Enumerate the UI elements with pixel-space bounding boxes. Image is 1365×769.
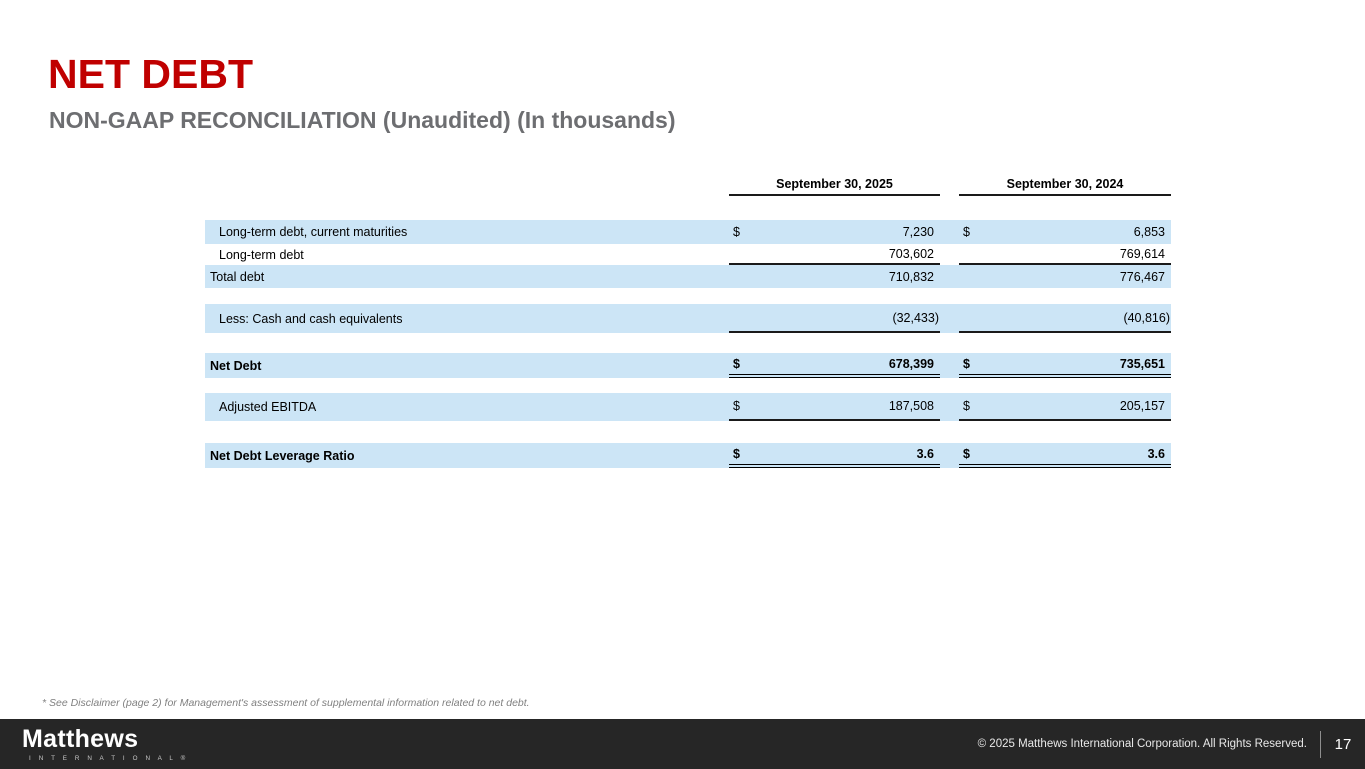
row-label: Long-term debt	[219, 247, 304, 262]
value-cell-2025: (32,433)	[729, 304, 940, 333]
matthews-logo: Matthews I N T E R N A T I O N A L ®	[22, 724, 189, 762]
value-2024: (40,816)	[1123, 310, 1170, 325]
value-2025: 7,230	[902, 225, 934, 239]
row-label: Net Debt	[210, 358, 262, 373]
value-cell-2025: $ 7,230	[729, 220, 940, 244]
value-cell-2025: 703,602	[729, 244, 940, 265]
value-2025: 187,508	[888, 399, 934, 413]
value-2024: 735,651	[1119, 356, 1165, 371]
logo-wordmark: Matthews	[22, 724, 139, 753]
row-label: Total debt	[210, 269, 265, 284]
row-spacer	[205, 288, 1171, 304]
value-2025: 710,832	[888, 269, 934, 284]
disclaimer-footnote: * See Disclaimer (page 2) for Management…	[42, 697, 530, 709]
value-cell-2025: $ 678,399	[729, 353, 940, 378]
table-row-total-debt: Total debt 710,832 776,467	[205, 265, 1171, 288]
value-2025: 703,602	[888, 246, 934, 261]
currency-symbol: $	[733, 399, 740, 413]
column-gap	[940, 244, 959, 265]
row-spacer	[205, 333, 1171, 353]
page-subtitle: NON-GAAP RECONCILIATION (Unaudited) (In …	[49, 107, 676, 133]
copyright-text: © 2025 Matthews International Corporatio…	[977, 738, 1307, 750]
value-2024: 776,467	[1119, 269, 1165, 284]
value-2025: 3.6	[916, 446, 934, 461]
value-2024: 6,853	[1133, 225, 1165, 239]
row-label: Less: Cash and cash equivalents	[219, 311, 403, 326]
column-header-2024: September 30, 2024	[959, 177, 1171, 196]
column-gap	[940, 265, 959, 288]
currency-symbol: $	[963, 225, 970, 239]
value-cell-2024: 769,614	[959, 244, 1171, 265]
table-body: Long-term debt, current maturities $ 7,2…	[205, 220, 1171, 468]
row-label: Net Debt Leverage Ratio	[210, 448, 355, 463]
currency-symbol: $	[963, 446, 970, 461]
row-label: Long-term debt, current maturities	[219, 225, 408, 239]
column-gap	[940, 353, 959, 378]
currency-symbol: $	[733, 446, 740, 461]
value-cell-2025: $ 187,508	[729, 393, 940, 421]
currency-symbol: $	[733, 225, 740, 239]
net-debt-table: September 30, 2025 September 30, 2024 Lo…	[205, 177, 1171, 468]
value-cell-2024: 776,467	[959, 265, 1171, 288]
column-gap	[940, 178, 959, 196]
header-label-spacer	[205, 178, 729, 196]
column-gap	[940, 220, 959, 244]
column-gap	[940, 304, 959, 333]
value-cell-2024: $ 6,853	[959, 220, 1171, 244]
page-number: 17	[1334, 735, 1352, 753]
currency-symbol: $	[963, 356, 970, 371]
value-cell-2024: (40,816)	[959, 304, 1171, 333]
value-2025: 678,399	[888, 356, 934, 371]
value-2024: 205,157	[1119, 399, 1165, 413]
footer-bar: Matthews I N T E R N A T I O N A L ® © 2…	[0, 719, 1365, 769]
value-cell-2024: $ 205,157	[959, 393, 1171, 421]
row-spacer	[205, 421, 1171, 443]
value-cell-2024: $ 3.6	[959, 443, 1171, 468]
table-header-row: September 30, 2025 September 30, 2024	[205, 177, 1171, 196]
table-row-long-term-debt-current: Long-term debt, current maturities $ 7,2…	[205, 220, 1171, 244]
currency-symbol: $	[963, 399, 970, 413]
table-row-less-cash: Less: Cash and cash equivalents (32,433)…	[205, 304, 1171, 333]
value-2024: 769,614	[1119, 246, 1165, 261]
logo-tagline: I N T E R N A T I O N A L ®	[29, 754, 189, 762]
value-cell-2024: $ 735,651	[959, 353, 1171, 378]
table-row-net-debt-leverage-ratio: Net Debt Leverage Ratio $ 3.6 $ 3.6	[205, 443, 1171, 468]
page-number-divider	[1320, 730, 1321, 758]
page-title: NET DEBT	[48, 51, 253, 97]
value-2025: (32,433)	[892, 310, 939, 325]
column-header-2025: September 30, 2025	[729, 177, 940, 196]
value-2024: 3.6	[1147, 446, 1165, 461]
currency-symbol: $	[733, 356, 740, 371]
row-label: Adjusted EBITDA	[219, 400, 317, 414]
table-row-net-debt: Net Debt $ 678,399 $ 735,651	[205, 353, 1171, 378]
row-spacer	[205, 378, 1171, 393]
table-row-adjusted-ebitda: Adjusted EBITDA $ 187,508 $ 205,157	[205, 393, 1171, 421]
table-row-long-term-debt: Long-term debt 703,602 769,614	[205, 244, 1171, 265]
column-gap	[940, 393, 959, 421]
value-cell-2025: $ 3.6	[729, 443, 940, 468]
value-cell-2025: 710,832	[729, 265, 940, 288]
footer-right: © 2025 Matthews International Corporatio…	[977, 730, 1352, 758]
column-gap	[940, 443, 959, 468]
